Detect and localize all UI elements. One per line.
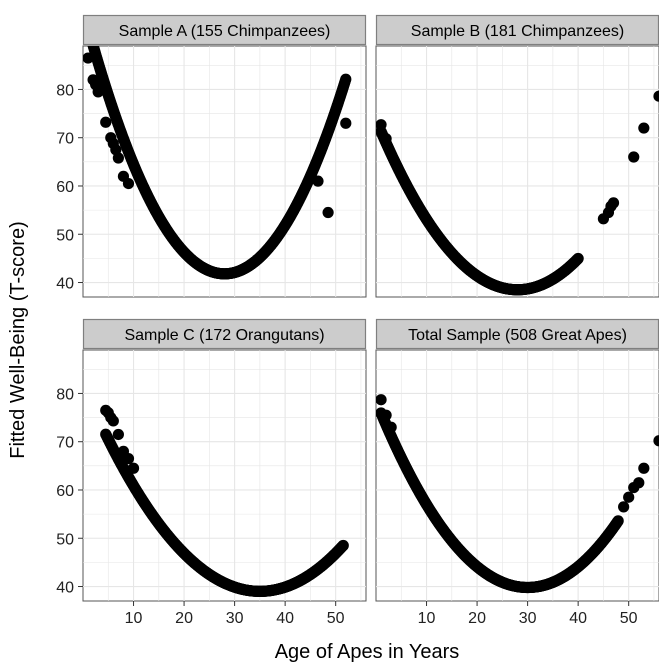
x-tick-label: 40 (276, 610, 294, 627)
panel-strip (375, 14, 659, 46)
y-tick-label: 50 (56, 531, 74, 548)
x-tick-label: 20 (468, 610, 486, 627)
data-point (112, 428, 124, 441)
data-point (633, 477, 645, 489)
y-tick-label: 70 (56, 435, 74, 452)
y-tick-label: 60 (56, 483, 74, 500)
data-point (340, 117, 352, 129)
panel-strip (375, 318, 659, 350)
panel-strip (82, 318, 367, 350)
x-tick-label: 50 (620, 610, 638, 627)
data-point (653, 435, 659, 447)
data-point (107, 415, 119, 427)
x-axis-title: Age of Apes in Years (275, 641, 460, 663)
data-point (638, 462, 650, 474)
panel-background (375, 349, 659, 602)
x-tick-label: 30 (519, 610, 537, 627)
panel-3: Sample C (172 Orangutans) (82, 318, 367, 602)
data-point (376, 119, 387, 131)
data-point (122, 177, 135, 190)
y-tick-label: 60 (56, 179, 74, 196)
data-point (380, 409, 392, 421)
data-point (376, 394, 387, 406)
x-tick-label: 40 (569, 610, 587, 627)
data-point (623, 491, 635, 503)
data-point (385, 421, 397, 433)
y-tick-label: 50 (56, 227, 74, 244)
y-tick-label: 40 (56, 580, 74, 597)
data-point (337, 539, 349, 552)
panel-grid (376, 46, 659, 297)
data-point (638, 122, 650, 134)
data-point (628, 151, 640, 163)
data-point (322, 206, 334, 219)
data-point (607, 197, 620, 209)
data-point (127, 462, 140, 474)
panel-1: Sample A (155 Chimpanzees) (82, 14, 367, 298)
panel-title: Sample A (155 Chimpanzees) (119, 23, 331, 40)
x-tick-label: 20 (175, 610, 193, 627)
panel-title: Total Sample (508 Great Apes) (408, 327, 627, 344)
data-point (83, 52, 94, 64)
panel-points (376, 90, 659, 296)
x-tick-label: 50 (327, 610, 345, 627)
x-tick-label: 10 (418, 610, 436, 627)
data-point (100, 116, 112, 128)
panel-background (375, 45, 659, 298)
data-point (92, 86, 104, 98)
panel-2: Sample B (181 Chimpanzees) (375, 14, 659, 298)
y-tick-label: 80 (56, 386, 74, 403)
y-tick-label: 80 (56, 82, 74, 99)
panel-points (83, 46, 352, 280)
data-point (312, 175, 324, 187)
panel-points (100, 404, 349, 597)
panel-title: Sample B (181 Chimpanzees) (411, 23, 624, 40)
y-tick-label: 70 (56, 131, 74, 148)
y-axis-title: Fitted Well-Being (T-score) (7, 221, 29, 458)
data-point (572, 252, 584, 265)
data-point (612, 515, 624, 527)
panel-strip (82, 14, 367, 46)
panel-background (82, 45, 367, 298)
panels-layer: Sample A (155 Chimpanzees) Sample B (181 … (82, 14, 659, 602)
data-point (618, 501, 630, 513)
x-tick-label: 30 (226, 610, 244, 627)
data-point (122, 453, 135, 465)
axes-layer: 40 50 60 70 80 40 50 60 70 80 10 20 30 40 50 10 20 30 40 50 (56, 82, 637, 627)
panel-4: Total Sample (508 Great Apes) (375, 318, 659, 602)
data-point (112, 152, 124, 164)
data-point (653, 90, 659, 102)
data-point (340, 73, 352, 85)
x-tick-label: 10 (125, 610, 143, 627)
panel-points (376, 394, 659, 594)
panel-title: Sample C (172 Orangutans) (124, 327, 324, 344)
data-point (380, 133, 392, 145)
y-tick-label: 40 (56, 276, 74, 293)
